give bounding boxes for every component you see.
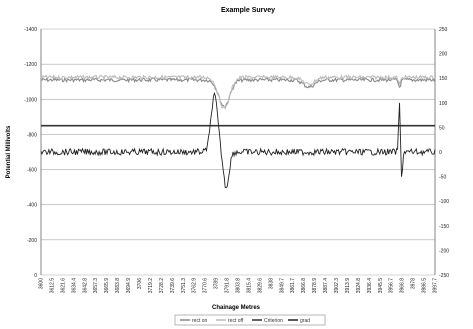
x-tick-label-4: 3642.8 (82, 278, 88, 294)
x-tick-label-1: 3612.5 (49, 278, 55, 294)
right-tick-label-8: 150 (439, 76, 448, 82)
x-tick-label-9: 3706 (137, 278, 143, 289)
left-tick-label-1: -200 (27, 238, 37, 244)
right-tick-label-0: -250 (439, 273, 449, 279)
legend: rect on rect off Criterion grad (174, 314, 326, 326)
x-tick-label-23: 3861.7 (290, 278, 296, 294)
series-line-rect-off (40, 73, 436, 111)
left-axis-ticks: 0 -200 -400 -600 -800 -1000 -1200 -1400 (24, 27, 37, 279)
x-tick-label-25: 3878.9 (312, 278, 318, 294)
legend-label-3: grad (300, 318, 310, 324)
x-tick-label-11: 3728.2 (159, 278, 165, 294)
x-tick-label-35: 3986.5 (422, 278, 428, 294)
chart-title: Example Survey (221, 7, 275, 14)
x-tick-label-14: 3762.9 (192, 278, 198, 294)
series-line-rect-on (40, 76, 436, 108)
series-lines (40, 73, 436, 189)
legend-label-0: rect on (192, 318, 208, 324)
x-tick-label-27: 3902.3 (334, 278, 340, 294)
x-tick-label-29: 3924.8 (356, 278, 362, 294)
right-tick-label-5: 0 (439, 150, 442, 156)
right-tick-label-1: -200 (439, 248, 449, 254)
x-tick-label-2: 3621.6 (60, 278, 66, 294)
x-tick-label-17: 3791.8 (225, 278, 231, 294)
x-tick-label-22: 3849.7 (279, 278, 285, 294)
right-axis-ticks: -250 -200 -150 -100 -50 0 50 100 150 200 250 (439, 27, 449, 279)
legend-label-1: rect off (228, 318, 244, 324)
plot-area (41, 29, 435, 275)
x-axis-ticks: 3600 3612.5 3621.6 3634.4 3642.8 3657.3 3665.9… (39, 278, 439, 294)
x-tick-label-13: 3751.3 (181, 278, 187, 294)
right-tick-label-9: 200 (439, 52, 448, 58)
legend-box (174, 314, 326, 326)
left-tick-label-5: -1000 (24, 97, 37, 103)
x-tick-label-19: 3815.4 (246, 278, 252, 294)
x-tick-label-34: 3978 (411, 278, 417, 289)
x-tick-label-36: 3997.7 (433, 278, 439, 294)
right-tick-label-7: 100 (439, 101, 448, 107)
right-tick-label-6: 50 (439, 125, 445, 131)
y-axis-label: Potential Millivolts (6, 125, 12, 178)
x-tick-label-10: 3719.2 (148, 278, 154, 294)
left-tick-label-4: -800 (27, 132, 37, 138)
right-tick-label-3: -100 (439, 199, 449, 205)
x-tick-label-15: 3770.6 (203, 278, 209, 294)
x-tick-label-18: 3803.8 (236, 278, 242, 294)
x-tick-label-28: 3913.9 (345, 278, 351, 294)
x-tick-label-33: 3966.8 (400, 278, 406, 294)
left-tick-label-7: -1400 (24, 27, 37, 33)
left-tick-label-6: -1200 (24, 62, 37, 68)
x-tick-label-30: 3936.4 (367, 278, 373, 294)
left-tick-label-3: -600 (27, 168, 37, 174)
series-line-grad (40, 91, 436, 189)
x-tick-label-7: 3683.8 (115, 278, 121, 294)
x-tick-label-0: 3600 (39, 278, 45, 289)
x-tick-label-21: 3838 (268, 278, 274, 289)
right-tick-label-10: 250 (439, 27, 448, 33)
x-tick-label-5: 3657.3 (93, 278, 99, 294)
x-tick-label-12: 3739.6 (170, 278, 176, 294)
x-tick-label-31: 3945.5 (378, 278, 384, 294)
x-tick-label-20: 3829.6 (257, 278, 263, 294)
x-tick-label-3: 3634.4 (71, 278, 77, 294)
legend-label-2: Criterion (264, 318, 283, 324)
right-tick-label-4: -50 (439, 175, 446, 181)
x-tick-label-32: 3956.7 (389, 278, 395, 294)
x-tick-label-26: 3887.4 (323, 278, 329, 294)
left-tick-label-0: 0 (34, 273, 37, 279)
x-tick-label-6: 3665.9 (104, 278, 110, 294)
right-tick-label-2: -150 (439, 224, 449, 230)
x-tick-label-16: 3789 (214, 278, 220, 289)
left-tick-label-2: -400 (27, 203, 37, 209)
x-tick-label-8: 3694.9 (126, 278, 132, 294)
x-tick-label-24: 3866.8 (301, 278, 307, 294)
x-axis-label: Chainage Metres (212, 305, 261, 311)
